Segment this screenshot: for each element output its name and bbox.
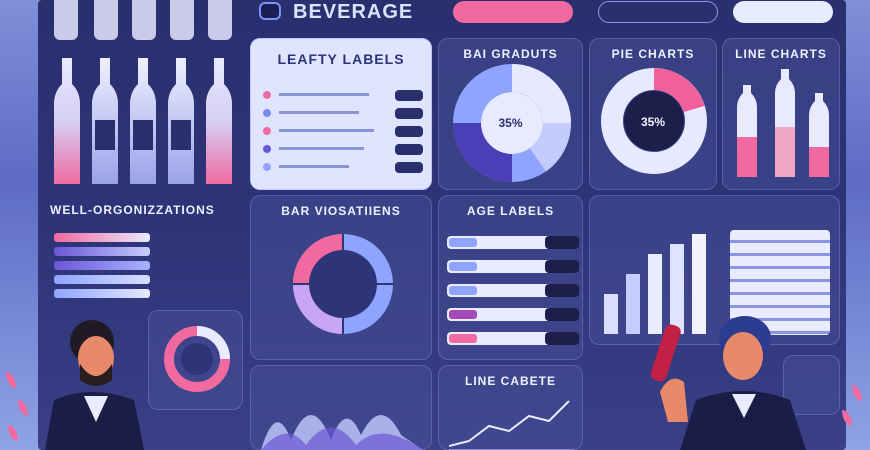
pie-donut-chart: [601, 68, 707, 174]
age-value-tag: [545, 260, 579, 273]
line-charts-panel: LINE CHARTS: [722, 38, 840, 190]
gradient-bar: [54, 275, 150, 284]
dot-icon: [263, 91, 271, 99]
leaf-icon: [842, 410, 852, 426]
man-left-illustration: [45, 320, 144, 450]
donut-chart: [453, 64, 571, 182]
bottle: [54, 58, 80, 184]
list-item[interactable]: [263, 87, 423, 105]
dot-icon: [263, 145, 271, 153]
bottle: [130, 58, 156, 184]
bar-gradients-panel: BAI GRADUTS 35%: [438, 38, 583, 190]
bottle-cap: [94, 0, 118, 40]
age-row[interactable]: [447, 236, 579, 249]
age-row[interactable]: [447, 308, 579, 321]
area-chart-panel: [250, 365, 432, 450]
age-chip: [449, 310, 477, 319]
gradient-bar: [54, 289, 150, 298]
pie-charts-title: PIE CHARTS: [611, 47, 695, 61]
bar-visualizations-title: BAR VIOSATIIENS: [281, 204, 401, 218]
list-item[interactable]: [263, 159, 423, 177]
leaf-icon: [6, 372, 16, 388]
gradient-bar: [54, 261, 150, 270]
bottle: [206, 58, 232, 184]
app-title: BEVERAGE: [293, 1, 414, 23]
age-labels-panel: AGE LABELS: [438, 195, 583, 360]
leafy-labels-panel: LEAFTY LABELS: [250, 38, 432, 190]
leafy-labels-title: LEAFTY LABELS: [277, 51, 405, 67]
header-bar: BEVERAGE: [253, 0, 843, 26]
area-chart: [261, 415, 423, 450]
age-value-tag: [545, 308, 579, 321]
list-item[interactable]: [263, 105, 423, 123]
leaf-icon: [18, 400, 28, 416]
circle-logo-icon: [259, 2, 281, 20]
list-tag: [395, 144, 423, 155]
bottles-illustration: [54, 58, 232, 184]
gradient-bar: [54, 233, 150, 242]
list-line: [279, 129, 374, 132]
right-bars-panel: [589, 195, 840, 345]
list-tag: [395, 126, 423, 137]
dot-icon: [263, 109, 271, 117]
list-tag: [395, 108, 423, 119]
small-donut-panel: [148, 310, 243, 410]
leaf-icon: [8, 425, 18, 441]
dashboard-board: BEVERAGE LEAFTY LA: [38, 0, 846, 450]
bottle: [92, 58, 118, 184]
age-value-tag: [545, 284, 579, 297]
line-cabete-panel: LINE CABETE: [438, 365, 583, 450]
age-labels-title: AGE LABELS: [466, 204, 555, 218]
leafy-list: [263, 87, 423, 177]
age-row[interactable]: [447, 332, 579, 345]
list-item[interactable]: [263, 123, 423, 141]
age-chip: [449, 238, 477, 247]
bar-visualizations-panel: BAR VIOSATIIENS: [250, 195, 432, 360]
bottle-cap: [132, 0, 156, 40]
list-item[interactable]: [263, 141, 423, 159]
bottle-cap: [54, 0, 78, 40]
donut-center-label: 35%: [498, 116, 523, 130]
dot-icon: [263, 127, 271, 135]
age-value-tag: [545, 332, 579, 345]
well-organized-title: WELL-ORGONIZZATIONS: [50, 203, 215, 217]
line-chart: [449, 400, 574, 450]
pie-charts-panel: PIE CHARTS 35%: [589, 38, 717, 190]
list-tag: [395, 90, 423, 101]
line-charts-title: LINE CHARTS: [735, 47, 827, 61]
small-donut: [164, 326, 230, 392]
list-line: [279, 111, 359, 114]
bottle-cap: [170, 0, 194, 40]
header-pink-button[interactable]: [453, 1, 573, 23]
radial-chart: [293, 234, 393, 334]
age-chip: [449, 334, 477, 343]
list-line: [279, 147, 364, 150]
bottom-right-panel: [783, 355, 840, 415]
well-organized-section: WELL-ORGONIZZATIONS: [44, 195, 244, 305]
bottles-small: [737, 69, 829, 177]
list-line: [279, 165, 349, 168]
age-chip: [449, 286, 477, 295]
age-row[interactable]: [447, 284, 579, 297]
list-tag: [395, 162, 423, 173]
header-dark-button[interactable]: [598, 1, 718, 23]
leaf-icon: [852, 385, 862, 401]
age-value-tag: [545, 236, 579, 249]
bottle: [168, 58, 194, 184]
header-light-button[interactable]: [733, 1, 833, 23]
bottle-cap: [208, 0, 232, 40]
man-right-illustration: [650, 316, 806, 450]
gradient-bar: [54, 247, 150, 256]
list-line: [279, 93, 369, 96]
bar-gradients-title: BAI GRADUTS: [463, 47, 558, 61]
age-chip: [449, 262, 477, 271]
pie-center-label: 35%: [640, 115, 666, 129]
dot-icon: [263, 163, 271, 171]
bottle-shelf-top: [48, 0, 238, 40]
age-row[interactable]: [447, 260, 579, 273]
vertical-bar-chart: [604, 234, 706, 334]
line-cabete-title: LINE CABETE: [464, 374, 556, 388]
